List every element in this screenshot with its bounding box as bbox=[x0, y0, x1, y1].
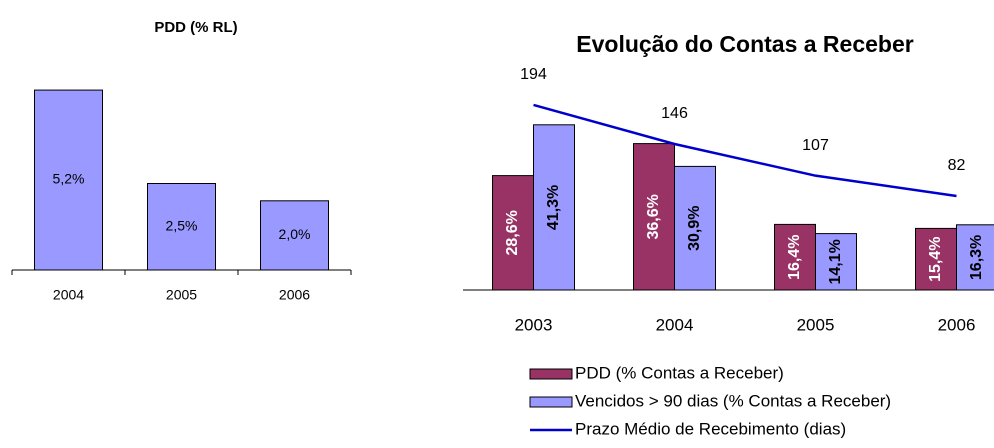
data-label: 16,3% bbox=[968, 235, 985, 280]
data-label: 41,3% bbox=[545, 185, 562, 230]
legend-label: Prazo Médio de Recebimento (dias) bbox=[575, 419, 846, 438]
data-label: 28,6% bbox=[504, 210, 521, 255]
line bbox=[533, 103, 957, 198]
data-label: 16,4% bbox=[786, 235, 803, 280]
line-label: 107 bbox=[802, 137, 829, 154]
bar bbox=[147, 183, 216, 271]
bar bbox=[533, 124, 575, 291]
bar bbox=[815, 233, 857, 291]
bar bbox=[633, 143, 675, 291]
bar bbox=[956, 224, 994, 291]
bar bbox=[915, 227, 957, 291]
x-tick-label: 2003 bbox=[515, 315, 553, 334]
x-tick-label: 2004 bbox=[53, 287, 84, 303]
chart-title: Evolução do Contas a Receber bbox=[576, 31, 913, 57]
data-label: 14,1% bbox=[827, 239, 844, 284]
bar bbox=[774, 223, 816, 291]
bar bbox=[492, 175, 534, 291]
data-label: 5,2% bbox=[53, 171, 85, 187]
x-tick-label: 2004 bbox=[656, 315, 694, 334]
legend-swatch bbox=[529, 396, 573, 408]
bar bbox=[260, 200, 329, 271]
legend-swatch bbox=[529, 368, 573, 380]
data-label: 2,5% bbox=[166, 217, 198, 233]
line-label: 194 bbox=[520, 66, 547, 83]
line-label: 146 bbox=[661, 105, 688, 122]
line-label: 82 bbox=[948, 157, 966, 174]
x-tick-label: 2005 bbox=[797, 315, 835, 334]
bar bbox=[674, 165, 716, 291]
bar bbox=[34, 89, 103, 271]
legend-label: PDD (% Contas a Receber) bbox=[575, 363, 784, 382]
legend-label: Vencidos > 90 dias (% Contas a Receber) bbox=[575, 391, 891, 410]
x-tick-label: 2005 bbox=[166, 287, 197, 303]
data-label: 30,9% bbox=[686, 206, 703, 251]
data-label: 2,0% bbox=[279, 226, 311, 242]
data-label: 15,4% bbox=[927, 237, 944, 282]
data-label: 36,6% bbox=[645, 194, 662, 239]
chart-title: PDD (% RL) bbox=[154, 19, 237, 36]
x-tick-label: 2006 bbox=[938, 315, 976, 334]
x-tick-label: 2006 bbox=[279, 287, 310, 303]
